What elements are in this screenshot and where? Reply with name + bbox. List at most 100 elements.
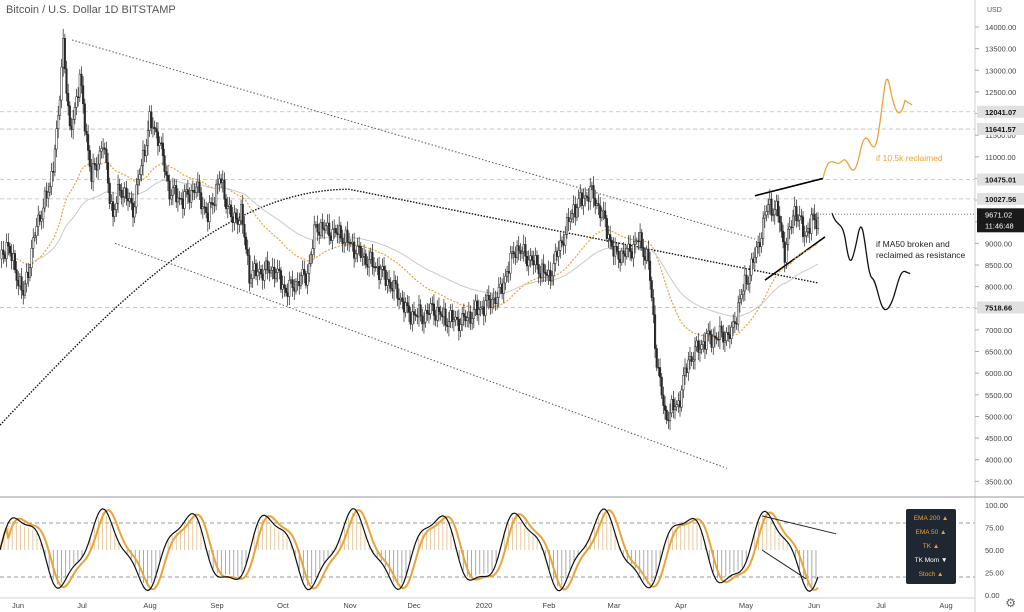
candle-body — [256, 271, 259, 277]
candle-body — [622, 250, 625, 255]
legend-ema200[interactable]: EMA 200 ▲ — [913, 515, 949, 522]
candle-body — [150, 111, 153, 128]
candle-body — [439, 311, 442, 315]
candle-body — [803, 235, 806, 238]
candle-body — [389, 281, 392, 289]
candle-body — [158, 142, 161, 146]
candle-body — [411, 311, 414, 325]
candle-body — [692, 359, 695, 362]
candle-body — [805, 231, 808, 237]
candle-body — [745, 274, 748, 285]
candle-body — [725, 332, 728, 341]
candle-body — [241, 204, 244, 225]
candle-body — [113, 209, 116, 217]
level-label: 12041.07 — [985, 108, 1016, 117]
price-tick-label: 6000.00 — [985, 369, 1012, 378]
candle-body — [703, 341, 706, 350]
candle-body — [535, 255, 539, 265]
candle-body — [733, 321, 736, 324]
candle-body — [316, 224, 319, 233]
candle-body — [103, 147, 106, 150]
annotation-bear-line1: if MA50 broken and — [876, 239, 950, 249]
candle-body — [193, 190, 196, 193]
level-label-bg — [977, 301, 1024, 314]
candle-body — [811, 213, 815, 216]
candle-body — [140, 165, 143, 175]
candle-body — [787, 228, 790, 245]
candle-body — [351, 241, 354, 244]
candle-body — [22, 290, 25, 296]
current-price-label: 9671.02 — [985, 210, 1012, 219]
candle-body — [293, 287, 296, 292]
candle-body — [698, 349, 702, 353]
candle-body — [196, 181, 199, 188]
candle-body — [757, 242, 760, 248]
candle-body — [366, 264, 369, 268]
candle-body — [639, 232, 642, 242]
candle-body — [128, 198, 131, 202]
candle-body — [657, 367, 660, 369]
candle-body — [47, 191, 50, 199]
candle-body — [354, 253, 357, 259]
candle-body — [476, 300, 479, 316]
candle-body — [813, 213, 816, 221]
candle-body — [487, 294, 490, 300]
candle-body — [486, 294, 489, 301]
candle-body — [226, 206, 229, 209]
candle-body — [738, 298, 741, 304]
candle-body — [524, 244, 527, 257]
candle-body — [742, 290, 745, 295]
candle-body — [67, 93, 70, 107]
candle-body — [374, 266, 377, 269]
candle-body — [43, 190, 46, 209]
price-tick-label: 12500.00 — [985, 88, 1016, 97]
candle-body — [384, 269, 387, 286]
legend-tk[interactable]: TK ▲ — [922, 543, 940, 550]
legend-stoch[interactable]: Stoch ▲ — [918, 571, 944, 578]
candle-body — [404, 302, 407, 313]
candle-body — [607, 234, 610, 239]
candle-body — [477, 309, 480, 316]
candle-body — [737, 302, 740, 325]
candle-body — [216, 183, 219, 186]
channel-upper — [71, 39, 756, 240]
candle-body — [816, 217, 820, 229]
candle-body — [788, 226, 791, 230]
candle-body — [432, 303, 435, 316]
gear-icon[interactable]: ⚙ — [1005, 596, 1016, 610]
candle-body — [735, 322, 738, 325]
candle-body — [452, 319, 455, 322]
candle-body — [198, 181, 201, 193]
candle-body — [559, 240, 562, 251]
candle-body — [236, 218, 239, 225]
candle-body — [341, 237, 344, 245]
candle-body — [181, 198, 184, 209]
price-tick-label: 5000.00 — [985, 412, 1012, 421]
channel-lower — [114, 242, 728, 469]
candle-body — [798, 215, 801, 221]
indicator-legend[interactable]: EMA 200 ▲ EMA 50 ▲ TK ▲ TK Mom ▼ Stoch ▲ — [906, 509, 956, 584]
current-price-bg — [977, 208, 1024, 233]
legend-tk-mom[interactable]: TK Mom ▼ — [914, 557, 948, 564]
candle-body — [206, 212, 209, 223]
candle-body — [336, 232, 339, 235]
candle-body — [775, 200, 778, 211]
legend-ema50[interactable]: EMA 50 ▲ — [915, 529, 947, 536]
price-tick-label: 6500.00 — [985, 348, 1012, 357]
candle-body — [777, 200, 780, 217]
candle-body — [329, 235, 332, 241]
candle-body — [604, 210, 607, 219]
candle-body — [30, 248, 33, 269]
candle-body — [610, 240, 613, 247]
candle-body — [15, 269, 18, 281]
candle-body — [268, 269, 271, 274]
candle-body — [28, 267, 31, 278]
osc-divergence-lower — [761, 549, 807, 580]
candle-body — [682, 375, 685, 391]
candle-body — [313, 224, 316, 249]
candle-body — [273, 266, 276, 280]
candle-body — [186, 189, 189, 195]
candles — [0, 28, 820, 431]
candle-body — [218, 178, 221, 185]
